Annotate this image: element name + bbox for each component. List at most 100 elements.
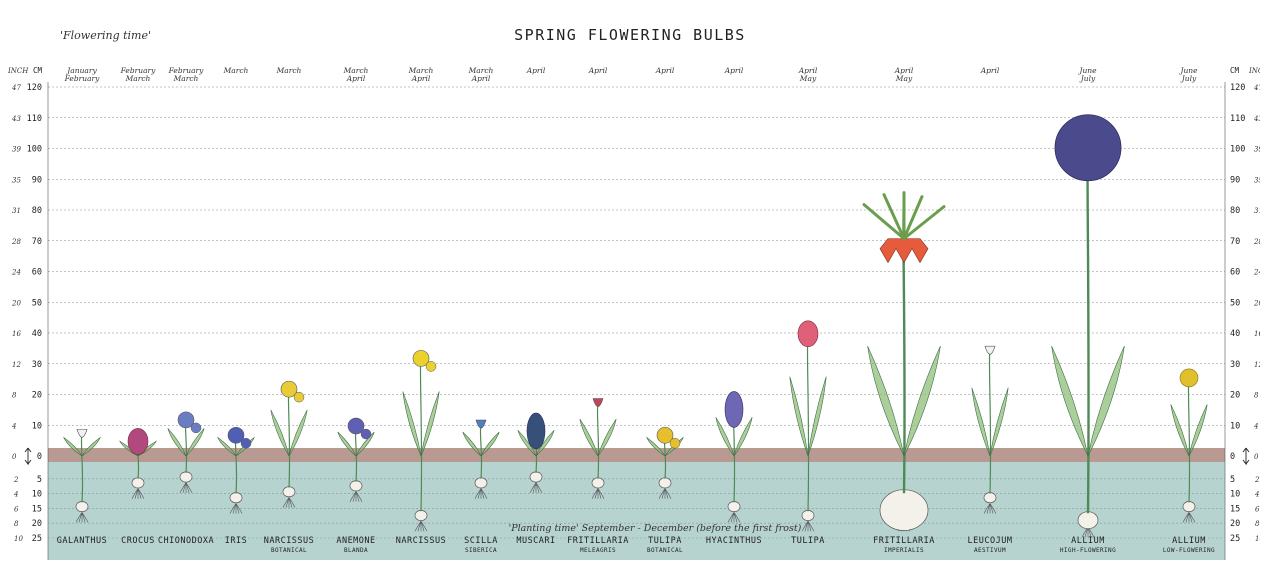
depth-label-cm-right: 25 [1230,534,1240,544]
root [730,512,735,523]
flower-leaf-tuft [862,191,946,241]
leaf [903,345,941,457]
root [1182,512,1190,523]
flower-head [656,426,674,444]
tick-label-inch-left: 47 [11,84,21,92]
tick-label-inch-right: 20 [1253,299,1260,307]
plant-name: TULIPA [648,536,682,546]
plant-name: SCILLA [464,536,498,546]
flower-head [526,412,546,450]
leaf [217,436,237,457]
plant-name: CROCUS [121,536,155,546]
tick-label-cm-left: 110 [27,114,42,124]
bulb [1182,501,1196,513]
tick-label-cm-right: 30 [1230,360,1240,370]
bulb [414,510,428,521]
root [417,521,422,532]
leaf [1051,345,1089,457]
tick-label-inch-left: 12 [12,361,21,369]
leaf [971,387,991,457]
root [664,488,672,499]
plant-name: NARCISSUS [396,536,447,546]
plant-name: LEUCOJUM [968,536,1013,546]
root [529,482,537,493]
leaf [646,436,666,457]
root [81,512,89,523]
leaf [337,431,357,457]
flowering-month: April [894,66,914,75]
plant-tulipa [789,320,827,532]
flower-head-secondary [240,438,252,449]
flower-head-secondary [293,391,305,403]
flowering-month: June [1077,66,1097,75]
root [78,512,83,523]
plant-name: FRITILLARIA [873,536,935,546]
plant-name: CHIONODOXA [158,536,214,546]
bulb [282,486,296,498]
flower-head [797,320,819,348]
depth-label-inch-right: 8 [1255,520,1260,528]
bulb [229,492,243,504]
root [352,491,357,502]
root [804,521,809,532]
plant-allium-low-flowering [1170,368,1208,523]
flower-head [592,398,604,407]
leaf [462,431,482,457]
flowering-month: March [468,66,494,75]
flower-head [280,380,298,398]
flower-head [1179,368,1199,388]
leaf [807,376,827,457]
root [986,503,991,514]
root [131,488,139,499]
leaf [1170,404,1190,457]
tick-label-cm-right: 60 [1230,268,1240,278]
flowering-month: April [798,66,818,75]
root [591,488,599,499]
tick-label-cm-left: 30 [32,360,42,370]
bulb [983,492,997,504]
flowering-month: April [724,66,744,75]
leaf [867,345,905,457]
flowering-month: March [276,66,302,75]
root [474,488,482,499]
depth-label-cm-left: 15 [32,504,42,514]
leaf [1087,345,1125,457]
bulb [529,471,543,483]
ground-arrow-right [1242,447,1250,466]
plant-name: NARCISSUS [264,536,315,546]
root [1188,512,1196,523]
flower-head [879,238,929,264]
tick-label-inch-left: 16 [12,330,21,338]
root [182,482,187,493]
leaf [167,428,187,457]
leaf [1188,404,1208,457]
flower-head-secondary [669,438,681,449]
tick-label-inch-right: 0 [1254,453,1259,461]
flower-head-secondary [425,361,437,372]
plant-narcissus [402,350,440,532]
soil-surface-band [48,448,1225,462]
plant-name: ANEMONE [336,536,375,546]
bulb [179,471,193,483]
flowering-month: March [343,66,369,75]
tick-label-inch-right: 4 [1253,422,1258,430]
flower-head [412,350,430,367]
depth-label-inch-right: 4 [1254,491,1259,499]
tick-label-cm-right: 100 [1230,145,1245,155]
ground-arrow-left [24,447,32,466]
chart-title: SPRING FLOWERING BULBS [514,26,746,44]
depth-label-inch-left: 10 [14,535,23,543]
plant-name: FRITILLARIA [567,536,629,546]
leaf [270,409,290,457]
root [349,491,357,502]
root [807,521,815,532]
right-cm-unit: CM [1230,66,1240,75]
flowering-month-second: March [173,74,199,83]
flower-head [984,345,996,355]
plant-variety: LOW-FLOWERING [1163,547,1215,554]
root [658,488,666,499]
tick-label-inch-right: 31 [1254,207,1260,215]
depth-label-cm-right: 5 [1230,475,1235,485]
plant-name: ALLIUM [1071,536,1105,546]
leaf [63,436,83,457]
